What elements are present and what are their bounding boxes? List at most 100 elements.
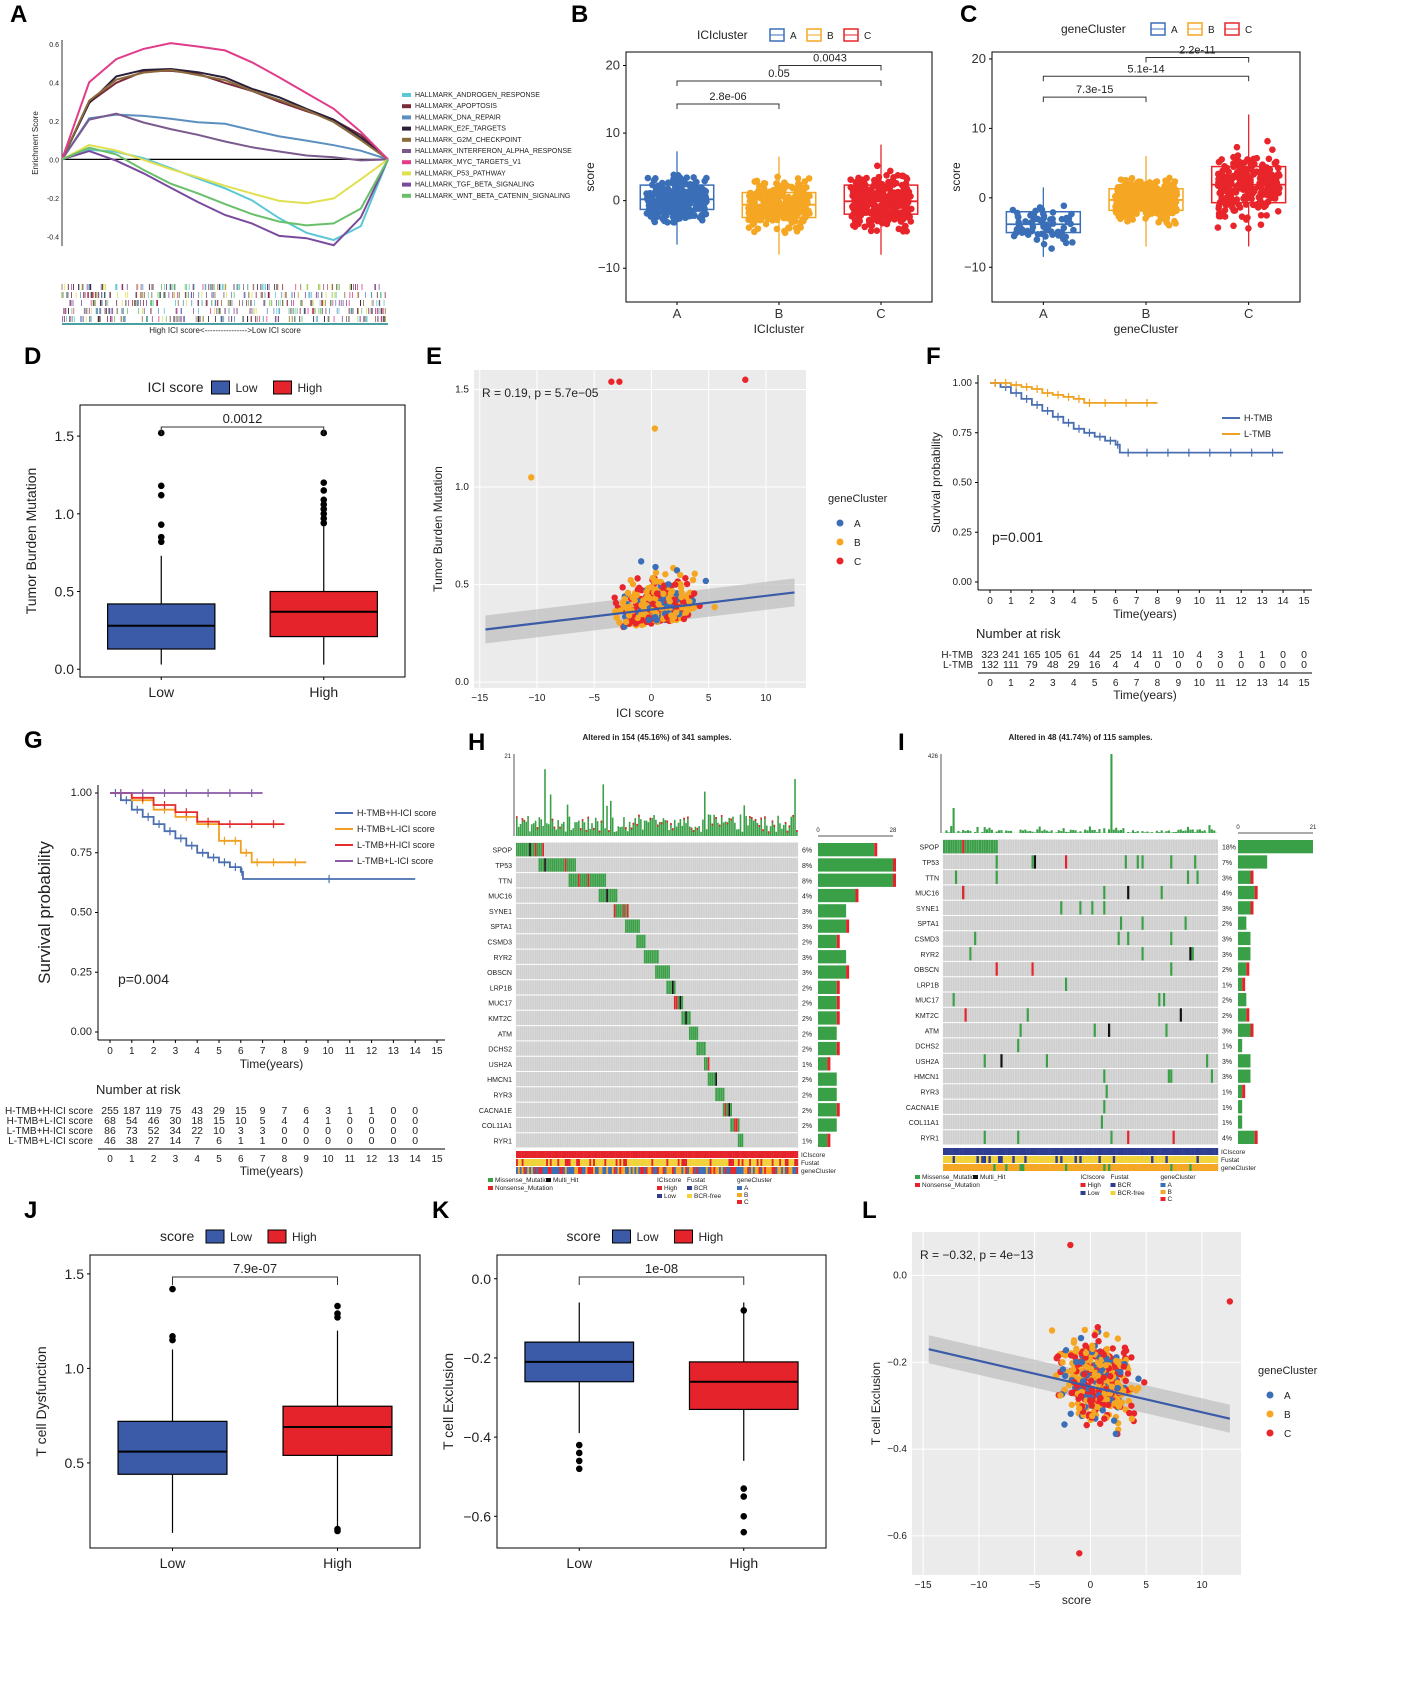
data-point [1247,174,1254,182]
top-bar [657,824,659,836]
annotation-cell [792,1159,795,1166]
annotation-cell [611,1159,614,1166]
annotation-cell [563,1159,566,1166]
side-bar [818,888,856,903]
risk-count: 14 [1131,649,1143,661]
x-tick-label: −5 [589,693,601,704]
p-value: 7.9e-07 [233,1261,277,1276]
data-point [664,185,672,192]
x-tick-label: 6 [1113,596,1119,607]
annotation-cell [670,1167,673,1174]
legend-label: C [744,1199,749,1206]
y-axis-title: T cell Dysfunction [33,1346,49,1456]
annotation-cell [775,1167,778,1174]
annotation-cell [687,1151,690,1158]
top-bar [521,818,524,836]
annotation-cell [735,1159,739,1166]
data-point [1214,224,1222,231]
data-point [1013,226,1021,233]
panel-label-c: C [960,1,977,28]
data-point [645,197,652,204]
mutation-cell [664,965,667,979]
series-line [61,67,389,161]
legend-key [836,557,844,565]
annotation-cell [551,1159,554,1166]
data-point [660,590,667,598]
mutation-cell [647,950,650,964]
annotation-cell [542,1167,545,1174]
annotation-cell [638,1167,641,1174]
mutation-cell [672,980,674,994]
top-bar [540,819,543,836]
annotation-cell [517,1159,520,1166]
x-axis-title: geneCluster [1114,322,1179,336]
annotation-cell [720,1151,723,1158]
risk-count: 0 [1301,659,1307,671]
annotation-cell [561,1159,564,1166]
legend-title: Fustat [687,1177,705,1184]
mutation-cell [698,1041,701,1056]
annotation-cell [598,1167,601,1174]
data-point [693,178,700,186]
risk-count: 0 [412,1105,418,1117]
data-point [1065,217,1072,225]
data-point [1068,1401,1076,1408]
risk-count: 43 [191,1105,203,1117]
legend-label: High [699,1230,724,1244]
data-point [711,603,718,611]
top-bar [756,822,759,836]
mutation-cell [534,843,537,857]
top-bar [683,817,685,836]
data-point [1114,1359,1122,1366]
data-point [876,203,884,210]
percent-label: 2% [802,1123,812,1130]
top-bar [1055,832,1058,833]
data-point [1116,206,1124,213]
top-bar-nonsense [760,817,762,820]
mutation-cell [625,919,627,933]
data-point [1248,195,1255,203]
top-bar [628,821,631,836]
annotation-cell [623,1159,626,1166]
mutation-cell [630,919,633,933]
data-point [677,584,685,592]
x-tick-label: 10 [760,693,772,704]
data-point [1061,1372,1069,1380]
side-bar [818,965,847,979]
annotation-cell [572,1151,575,1158]
top-bar [1196,829,1199,833]
legend-key [612,1229,631,1244]
x-tick-label: 5 [706,693,712,704]
data-point [1083,1421,1090,1429]
x-tick-label: C [876,306,885,321]
top-bar [593,827,595,836]
annotation-cell [621,1151,624,1158]
legend-label: H-TMB [1244,413,1273,423]
data-point [1062,1347,1070,1354]
annotation-cell [781,1167,784,1174]
annotation-cell [681,1151,684,1158]
series-line [61,148,389,242]
risk-row-label: L-TMB [943,660,973,671]
data-point [616,378,623,385]
data-point [1098,1356,1105,1363]
outlier-point [575,1441,583,1449]
data-point [1056,232,1063,239]
annotation-cell [589,1159,592,1166]
y-tick-label: −10 [598,260,620,275]
gene-label: LRP1B [490,985,513,992]
legend-label: HALLMARK_DNA_REPAIR [415,114,501,121]
risk-count: 0 [1217,659,1223,671]
top-bar [1007,830,1010,833]
side-bar-nonsense [874,843,878,857]
box [269,590,378,638]
mutation-cell [657,965,659,979]
data-point [1087,1377,1095,1384]
annotation-cell [578,1151,581,1158]
annotation-cell [675,1159,678,1166]
top-axis-label: 21 [504,754,511,760]
x-tick-label: 4 [1071,596,1077,607]
annotation-cell [625,1159,628,1166]
mutation-cell [532,843,535,857]
gene-label: CACNA1E [479,1108,512,1115]
